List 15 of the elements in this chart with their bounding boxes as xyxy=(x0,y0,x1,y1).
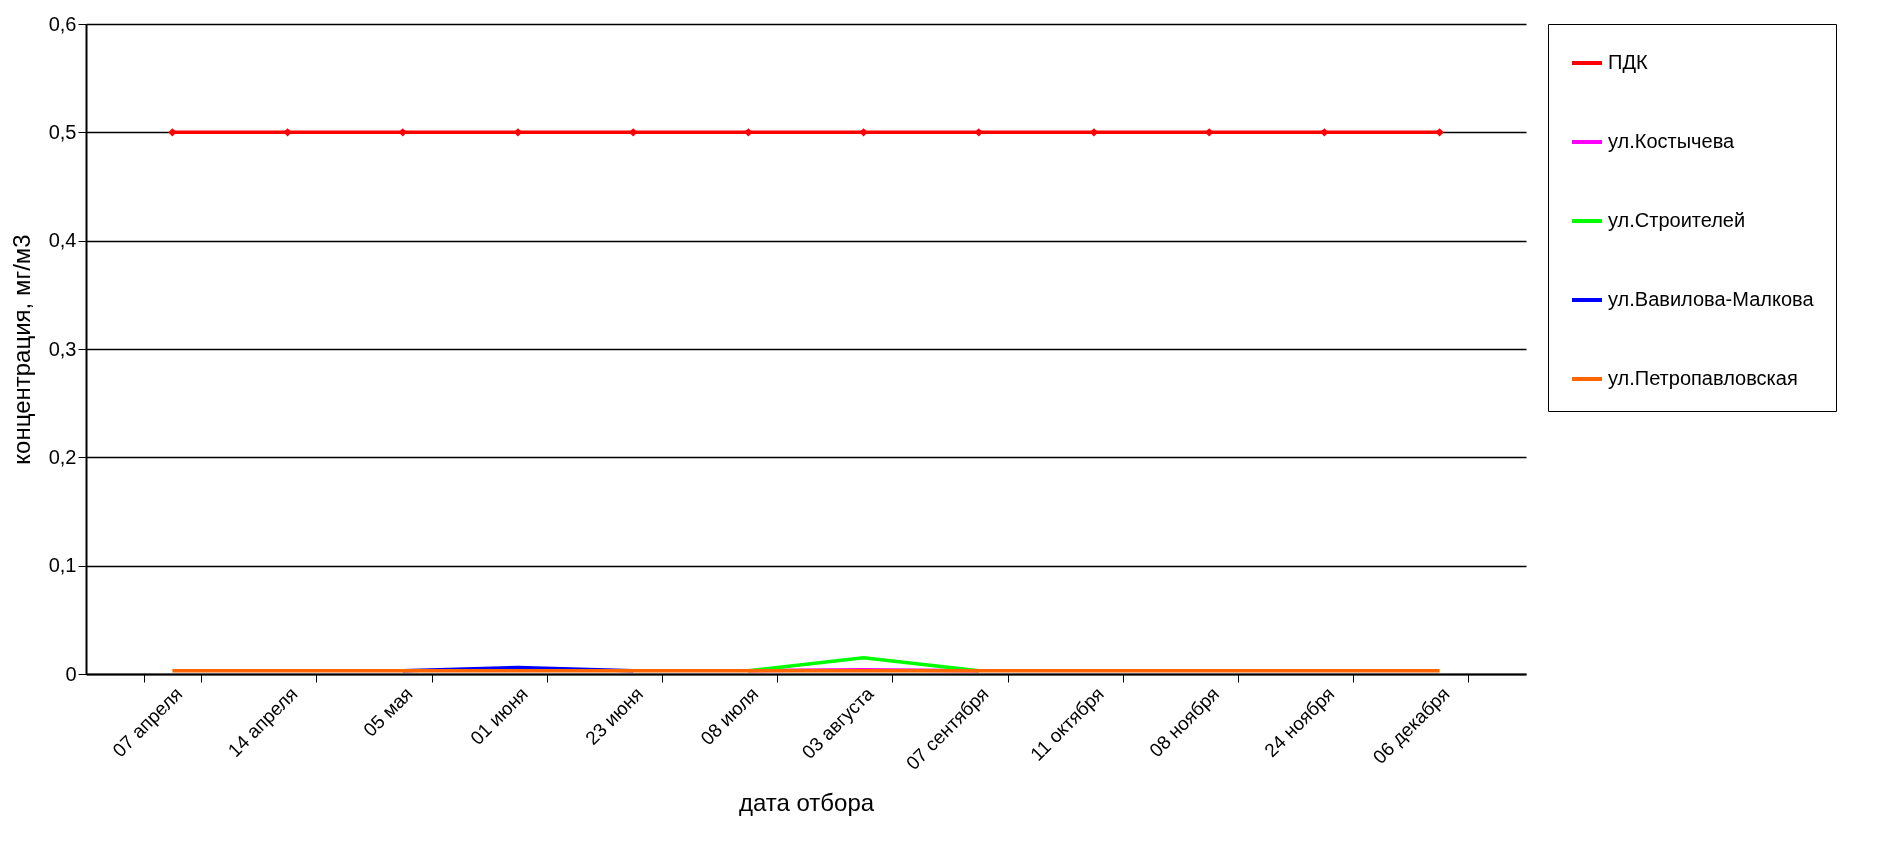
y-tick-label: 0,5 xyxy=(48,120,77,143)
y-tick-label: 0,3 xyxy=(48,337,77,360)
y-tick-label: 0 xyxy=(65,662,77,685)
legend-label: ул.Петропавловская xyxy=(1608,367,1798,389)
y-tick-label: 0,2 xyxy=(48,445,77,468)
legend-label: ул.Строителей xyxy=(1608,209,1746,231)
x-axis-title: дата отбора xyxy=(738,788,875,816)
x-tick-label: 05 мая xyxy=(359,683,417,741)
legend-label: ул.Костычева xyxy=(1608,130,1736,152)
y-tick-label: 0,6 xyxy=(48,12,77,35)
y-tick-label: 0,1 xyxy=(48,554,77,577)
legend-label: ПДК xyxy=(1608,51,1648,73)
y-tick-label: 0,4 xyxy=(48,229,77,252)
y-axis-title: концентрация, мг/м3 xyxy=(7,234,35,465)
legend-label: ул.Вавилова-Малкова xyxy=(1608,288,1815,310)
